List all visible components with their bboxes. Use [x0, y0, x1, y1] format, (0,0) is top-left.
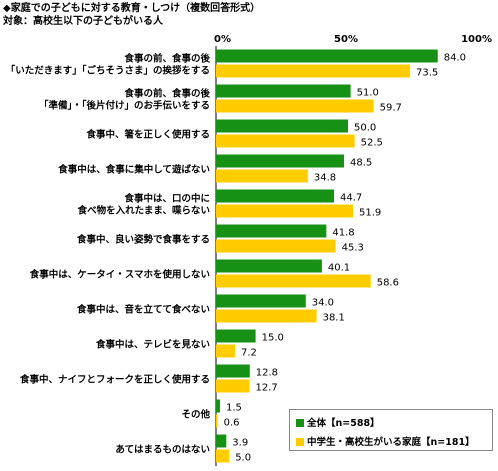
- bar-teen: [216, 239, 336, 253]
- category-label: 食事の前、食事の後: [123, 88, 210, 100]
- bar-teen: [216, 169, 308, 183]
- data-label: 50.0: [354, 123, 376, 134]
- data-label: 34.0: [312, 298, 334, 309]
- chart-subtitle: 対象：高校生以下の子どもがいる人: [3, 16, 163, 27]
- data-label: 34.8: [314, 173, 336, 184]
- category-label: 食事中、箸を正しく使用する: [85, 129, 210, 141]
- category-label: 食事の前、食事の後: [123, 53, 210, 65]
- bar-all: [216, 294, 306, 308]
- data-label: 5.0: [235, 453, 251, 464]
- category-label: 食事中は、食事に集中して遊ばない: [57, 164, 210, 176]
- data-label: 41.8: [332, 228, 354, 239]
- legend-label-teen: 中学生・高校生がいる家庭【n=181】: [307, 437, 475, 448]
- bar-all: [216, 434, 227, 448]
- bar-all: [216, 119, 348, 133]
- bar-all: [216, 224, 327, 238]
- data-label: 73.5: [416, 68, 438, 79]
- bar-all: [216, 84, 351, 98]
- data-label: 52.5: [361, 138, 383, 149]
- bar-all: [216, 49, 438, 63]
- data-label: 51.9: [359, 208, 381, 219]
- bar-all: [216, 364, 250, 378]
- bar-teen: [216, 379, 250, 393]
- bar-teen: [216, 99, 374, 113]
- data-label: 51.0: [357, 88, 379, 99]
- legend: 全体【n=588】 中学生・高校生がいる家庭【n=181】: [289, 409, 493, 451]
- data-label: 59.7: [380, 103, 402, 114]
- data-label: 48.5: [350, 158, 372, 169]
- legend-swatch-teen: [296, 438, 304, 446]
- data-label: 7.2: [241, 348, 257, 359]
- x-tick-label: 100%: [461, 34, 492, 45]
- category-label: 食事中、ナイフとフォークを正しく使用する: [19, 374, 210, 386]
- data-label: 0.6: [224, 418, 240, 429]
- bar-teen: [216, 449, 230, 463]
- data-label: 44.7: [340, 193, 362, 204]
- category-label: 食事中は、口の中に: [123, 193, 210, 205]
- bar-teen: [216, 309, 317, 323]
- chart-title: ◆家庭での子どもに対する教育・しつけ（複数回答形式）: [3, 3, 261, 14]
- category-label: 食事中、良い姿勢で食事をする: [76, 234, 210, 246]
- bar-teen: [216, 204, 354, 218]
- data-label: 58.6: [377, 278, 399, 289]
- bar-teen: [216, 134, 355, 148]
- category-label: 食事中は、テレビを見ない: [95, 339, 210, 351]
- legend-item-all: 全体【n=588】: [296, 415, 380, 429]
- x-tick-label: 0%: [214, 34, 231, 45]
- category-label: 「いただきます」「ごちそうさま」の挨拶をする: [6, 65, 210, 77]
- data-label: 12.7: [256, 383, 278, 394]
- data-label: 1.5: [226, 403, 242, 414]
- data-label: 40.1: [328, 263, 350, 274]
- bar-all: [216, 154, 345, 168]
- bar-teen: [216, 344, 236, 358]
- x-tick-label: 50%: [334, 34, 358, 45]
- bar-all: [216, 259, 322, 273]
- data-label: 45.3: [342, 243, 364, 254]
- legend-label-all: 全体【n=588】: [307, 418, 380, 429]
- data-label: 12.8: [256, 368, 278, 379]
- bar-all: [216, 189, 335, 203]
- category-label: 食事中は、音を立てて食べない: [76, 304, 210, 316]
- data-label: 15.0: [262, 333, 284, 344]
- bar-all: [216, 329, 256, 343]
- data-label: 38.1: [323, 313, 345, 324]
- category-label: 食べ物を入れたまま、喋らない: [77, 205, 210, 217]
- legend-item-teen: 中学生・高校生がいる家庭【n=181】: [296, 434, 475, 448]
- data-label: 84.0: [444, 53, 466, 64]
- bar-all: [216, 399, 220, 413]
- data-label: 3.9: [232, 438, 248, 449]
- bar-teen: [216, 274, 371, 288]
- category-label: 食事中は、ケータイ・スマホを使用しない: [29, 269, 210, 281]
- bar-teen: [216, 414, 218, 428]
- category-label: あてはまるものはない: [115, 444, 210, 456]
- legend-swatch-all: [296, 419, 304, 427]
- category-label: 「準備」・「後片付け」のお手伝いをする: [39, 100, 210, 112]
- category-label: その他: [181, 409, 210, 421]
- bar-teen: [216, 64, 411, 78]
